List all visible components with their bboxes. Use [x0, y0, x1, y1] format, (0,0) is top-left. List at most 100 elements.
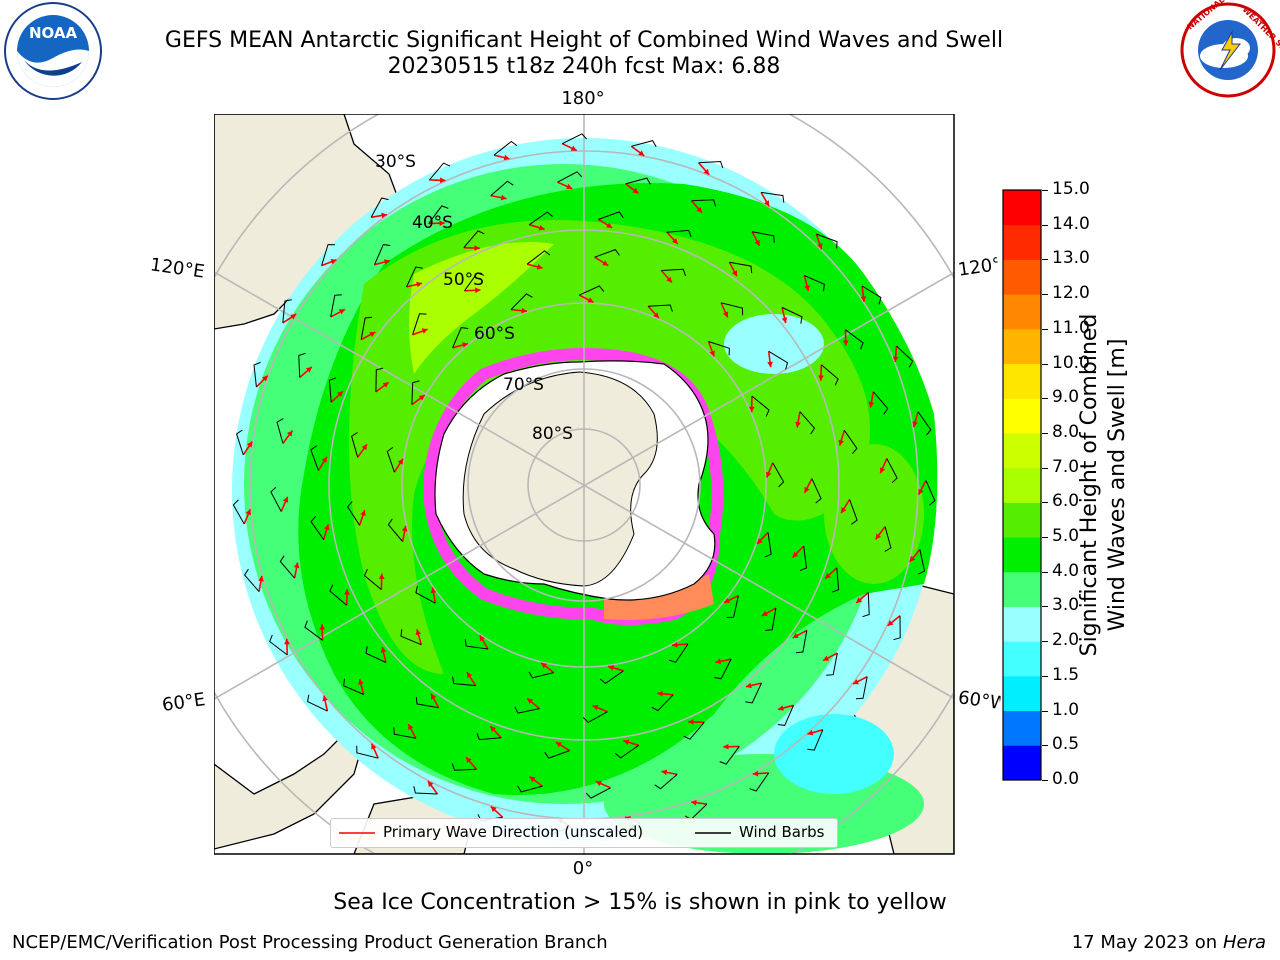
colorbar-tick — [1042, 363, 1048, 365]
wind-barb — [804, 275, 825, 292]
colorbar-tick-label: 14.0 — [1052, 213, 1090, 234]
wind-barb — [761, 191, 785, 203]
wind-barb — [599, 670, 624, 685]
wave-arrow-head — [623, 739, 630, 745]
wind-barb — [873, 391, 889, 415]
wave-arrow-head — [430, 587, 437, 594]
wind-barb — [651, 694, 674, 712]
wave-legend-line — [339, 832, 375, 834]
map-frame — [214, 114, 955, 855]
sea-ice-note: Sea Ice Concentration > 15% is shown in … — [333, 890, 947, 915]
wave-arrow-head — [856, 597, 863, 603]
wave-legend-label: Primary Wave Direction (unscaled) — [383, 823, 644, 841]
colorbar-segment — [1003, 398, 1041, 434]
wave-arrow-head — [466, 757, 472, 764]
wave-arrow-head — [825, 573, 831, 579]
lat-label-50s: 50°S — [443, 270, 484, 290]
wave-arrow-head — [245, 509, 251, 516]
colorbar-tick — [1042, 606, 1048, 608]
wave-arrow-head — [319, 624, 326, 630]
wind-barb — [886, 458, 898, 484]
wind-barb — [528, 671, 554, 679]
wind-barb — [896, 345, 914, 368]
colorbar — [1002, 189, 1042, 781]
wave-arrow-head — [887, 620, 894, 626]
wind-barb — [304, 620, 323, 641]
wind-barb — [598, 211, 624, 220]
wave-arrow-head — [792, 632, 799, 638]
colorbar-tick-label: 11.0 — [1052, 317, 1090, 338]
chart-title: GEFS MEAN Antarctic Significant Height o… — [164, 28, 1004, 53]
wind-barb — [493, 140, 518, 156]
wave-arrow-head — [724, 597, 730, 603]
wind-barb — [691, 199, 717, 207]
wind-barb — [351, 432, 359, 458]
wave-arrow-head — [529, 776, 536, 783]
wind-barb — [526, 250, 551, 265]
wave-arrow-head — [795, 421, 801, 428]
wave-arrow-head — [912, 421, 918, 428]
wind-barb — [387, 518, 403, 542]
wave-arrow-head — [761, 610, 768, 616]
wave-arrow-head — [415, 629, 422, 636]
wave-arrow-head — [479, 635, 485, 642]
wind-barb — [557, 171, 583, 183]
wind-barb — [370, 197, 389, 218]
wind-barb — [765, 608, 777, 631]
wave-arrow-head — [286, 430, 293, 437]
wind-barb — [917, 411, 932, 436]
wave-arrow-head — [416, 281, 422, 288]
wave-arrow-head — [672, 642, 678, 648]
wave-arrow-head — [688, 719, 694, 725]
wind-barb — [807, 729, 824, 751]
wind-barb — [346, 501, 361, 526]
wind-barb — [745, 682, 762, 704]
wave-arrow-head — [657, 690, 663, 697]
wave-arrow-head — [284, 638, 290, 645]
wave-arrow-head — [879, 467, 886, 474]
wind-barb — [614, 744, 639, 759]
wave-arrow-head — [431, 693, 437, 700]
wave-arrow-head — [592, 705, 599, 711]
colorbar-segment — [1003, 224, 1041, 260]
colorbar-tick-label: 1.5 — [1052, 664, 1080, 685]
wave-arrow-head — [823, 655, 830, 661]
wind-barb — [517, 785, 543, 793]
wind-barb — [714, 658, 732, 680]
wind-barb — [708, 341, 730, 356]
wind-barb — [510, 293, 533, 310]
lat-label-30s: 30°S — [375, 152, 416, 172]
wave-arrow-head — [382, 382, 389, 388]
wind-barb — [330, 294, 342, 317]
colorbar-tick — [1042, 641, 1048, 643]
wind-barb — [772, 462, 785, 488]
colorbar-tick-label: 8.0 — [1052, 421, 1080, 442]
colorbar-tick-label: 4.0 — [1052, 560, 1080, 581]
wave-arrow-head — [474, 245, 480, 251]
wind-barb — [514, 706, 540, 714]
wind-barb — [855, 676, 868, 700]
lon-label-0: 0° — [572, 858, 594, 879]
wind-barb — [307, 694, 328, 712]
wind-barb — [698, 160, 724, 169]
wind-barb — [360, 316, 373, 340]
colorbar-tick-label: 5.0 — [1052, 526, 1080, 547]
wind-barb — [476, 732, 502, 741]
lon-label-60e: 60°E — [160, 689, 207, 716]
wave-arrow-head — [666, 276, 672, 283]
lat-label-80s: 80°S — [532, 424, 573, 444]
wind-barb — [363, 568, 382, 590]
colorbar-segment — [1003, 190, 1041, 226]
wind-barb — [579, 285, 605, 296]
wave-arrow-head — [570, 145, 577, 151]
colorbar-tick-label: 13.0 — [1052, 248, 1090, 269]
wave-arrow-head — [860, 296, 867, 302]
wind-barb — [269, 634, 288, 656]
wind-barb — [683, 721, 705, 740]
wind-barb — [777, 705, 794, 726]
wave-arrow-head — [817, 243, 823, 250]
wind-barb — [544, 750, 570, 759]
wave-arrow-head — [490, 726, 496, 732]
colorbar-segment — [1003, 606, 1041, 642]
wave-arrow-head — [500, 194, 507, 201]
